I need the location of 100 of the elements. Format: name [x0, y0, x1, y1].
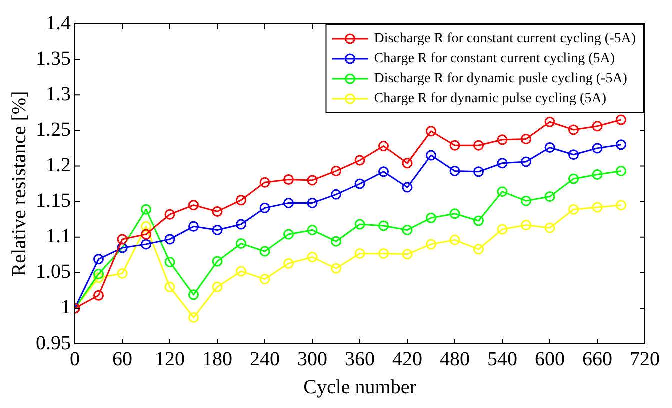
point — [426, 150, 436, 161]
point — [141, 229, 152, 240]
point — [141, 221, 152, 232]
point — [426, 212, 436, 224]
point — [402, 182, 413, 193]
point — [260, 202, 270, 214]
point — [260, 246, 270, 257]
point — [117, 234, 128, 245]
y-tick-label: 1 — [61, 296, 71, 319]
point — [616, 140, 626, 150]
point — [568, 124, 579, 136]
point — [616, 166, 626, 176]
point — [568, 204, 579, 215]
point — [497, 158, 508, 169]
point — [450, 234, 460, 246]
point — [474, 244, 484, 255]
point — [284, 198, 294, 208]
point — [378, 248, 389, 259]
point — [307, 198, 318, 208]
x-tick-label: 720 — [630, 348, 660, 370]
y-tick-label: 1.4 — [46, 12, 71, 34]
point — [212, 206, 223, 217]
point — [164, 234, 176, 245]
point — [592, 170, 603, 180]
y-tick-label: 1.1 — [46, 226, 71, 248]
point — [260, 274, 270, 285]
point — [331, 263, 342, 274]
point — [212, 256, 223, 267]
point — [307, 224, 318, 236]
point — [331, 189, 342, 200]
point — [378, 141, 389, 152]
point — [94, 269, 104, 280]
point — [544, 222, 556, 234]
point — [354, 155, 366, 166]
legend-label: Charge R for constant current cycling (5A) — [374, 52, 616, 67]
x-tick-label: 0 — [70, 348, 80, 370]
point — [188, 290, 199, 300]
point — [521, 134, 532, 144]
point — [544, 192, 556, 202]
x-tick-label: 540 — [488, 348, 518, 370]
point — [236, 195, 246, 206]
point — [450, 140, 460, 151]
point — [94, 290, 104, 301]
y-axis-title: Relative resistance [%] — [8, 91, 30, 277]
x-tick-label: 360 — [345, 348, 375, 370]
point — [568, 150, 579, 160]
point — [521, 156, 532, 168]
point — [426, 239, 436, 250]
point — [164, 282, 176, 292]
point — [354, 219, 366, 230]
x-tick-label: 60 — [112, 348, 132, 370]
point — [94, 272, 104, 284]
point — [236, 238, 246, 249]
point — [378, 220, 389, 232]
point — [544, 116, 556, 128]
point — [616, 200, 626, 211]
y-tick-label: 1.05 — [36, 261, 71, 284]
y-tick-label: 0.95 — [36, 332, 71, 354]
point — [592, 202, 603, 213]
point — [378, 166, 389, 178]
x-tick-label: 480 — [440, 348, 470, 370]
y-tick-label: 1.3 — [46, 83, 71, 106]
legend-label: Charge R for dynamic pulse cycling (5A) — [374, 92, 607, 107]
y-tick-label: 1.15 — [36, 190, 71, 212]
point — [354, 178, 366, 190]
point — [236, 266, 246, 277]
point — [568, 174, 579, 184]
x-axis-title: Cycle number — [304, 376, 417, 398]
point — [307, 175, 318, 186]
x-tick-label: 180 — [202, 348, 232, 370]
point — [307, 252, 318, 262]
legend-label: Discharge R for dynamic pusle cycling (-5A) — [374, 72, 628, 87]
point — [426, 126, 436, 137]
point — [592, 121, 603, 132]
point — [331, 166, 342, 176]
point — [474, 140, 484, 151]
point — [474, 166, 484, 178]
y-tick-label: 1.25 — [36, 118, 71, 141]
point — [521, 196, 532, 206]
point — [164, 256, 176, 268]
point — [497, 224, 508, 235]
point — [188, 221, 199, 232]
point — [331, 236, 342, 247]
x-tick-label: 420 — [392, 348, 422, 370]
point — [141, 239, 152, 250]
point — [497, 134, 508, 146]
point — [141, 204, 152, 215]
point — [402, 249, 413, 260]
point — [474, 216, 484, 226]
point — [236, 219, 246, 230]
legend-label: Discharge R for constant current cycling (-5A) — [374, 32, 636, 47]
y-tick-label: 1.2 — [46, 154, 71, 176]
point — [450, 166, 460, 176]
y-tick-label: 1.35 — [36, 48, 71, 70]
x-tick-label: 660 — [582, 348, 612, 370]
point — [497, 186, 508, 198]
point — [94, 254, 104, 265]
point — [164, 209, 176, 220]
point — [616, 114, 626, 126]
x-tick-label: 300 — [298, 348, 328, 370]
